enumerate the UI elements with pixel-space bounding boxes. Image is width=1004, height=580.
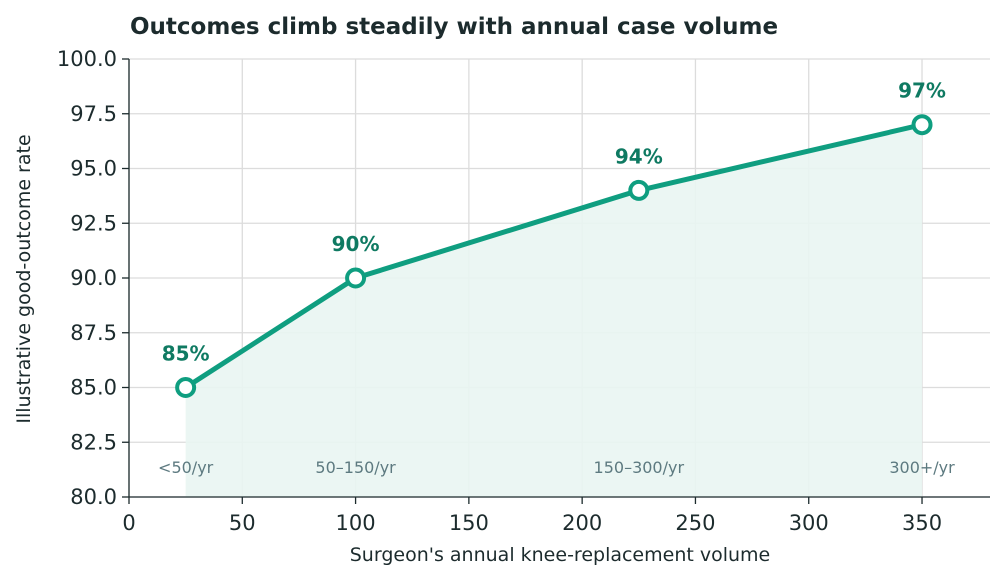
bucket-label: 150–300/yr [594,458,685,477]
chart-title: Outcomes climb steadily with annual case… [130,14,778,40]
tick-labels: 80.0 82.5 85.0 87.5 90.0 92.5 95.0 97.5 100.0 0 50… [57,47,942,535]
bucket-label: 50–150/yr [315,458,396,477]
x-tick-label: 350 [902,511,942,535]
data-label: 94% [615,144,663,168]
y-tick-label: 87.5 [70,321,117,345]
x-axis-label: Surgeon's annual knee-replacement volume [350,544,771,566]
y-tick-label: 82.5 [70,430,117,454]
x-tick-label: 300 [789,511,829,535]
axes [122,58,990,504]
x-tick-label: 250 [675,511,715,535]
area-fill [185,124,923,497]
data-label: 85% [162,342,210,366]
bucket-label: <50/yr [158,458,214,477]
y-axis-label: Illustrative good-outcome rate [13,134,35,423]
x-tick-label: 50 [229,511,256,535]
y-tick-label: 85.0 [70,376,117,400]
y-tick-label: 97.5 [70,102,117,126]
data-label: 90% [332,232,380,256]
bucket-labels: <50/yr 50–150/yr 150–300/yr 300+/yr [158,458,955,477]
x-tick-label: 200 [562,511,602,535]
data-point [345,267,367,289]
data-point [628,179,650,201]
y-tick-label: 92.5 [70,211,117,235]
data-point [911,114,933,136]
x-tick-label: 100 [336,511,376,535]
y-tick-label: 90.0 [70,266,117,290]
data-label: 97% [898,79,946,103]
data-point [175,377,197,398]
y-tick-label: 80.0 [70,485,117,509]
x-tick-label: 0 [122,511,135,535]
x-tick-label: 150 [449,511,489,535]
data-labels: 85% 90% 94% 97% [162,79,946,366]
data-points [175,114,933,398]
y-tick-label: 95.0 [70,157,117,181]
series-line [183,122,925,390]
bucket-label: 300+/yr [889,458,955,477]
y-tick-label: 100.0 [57,47,117,71]
